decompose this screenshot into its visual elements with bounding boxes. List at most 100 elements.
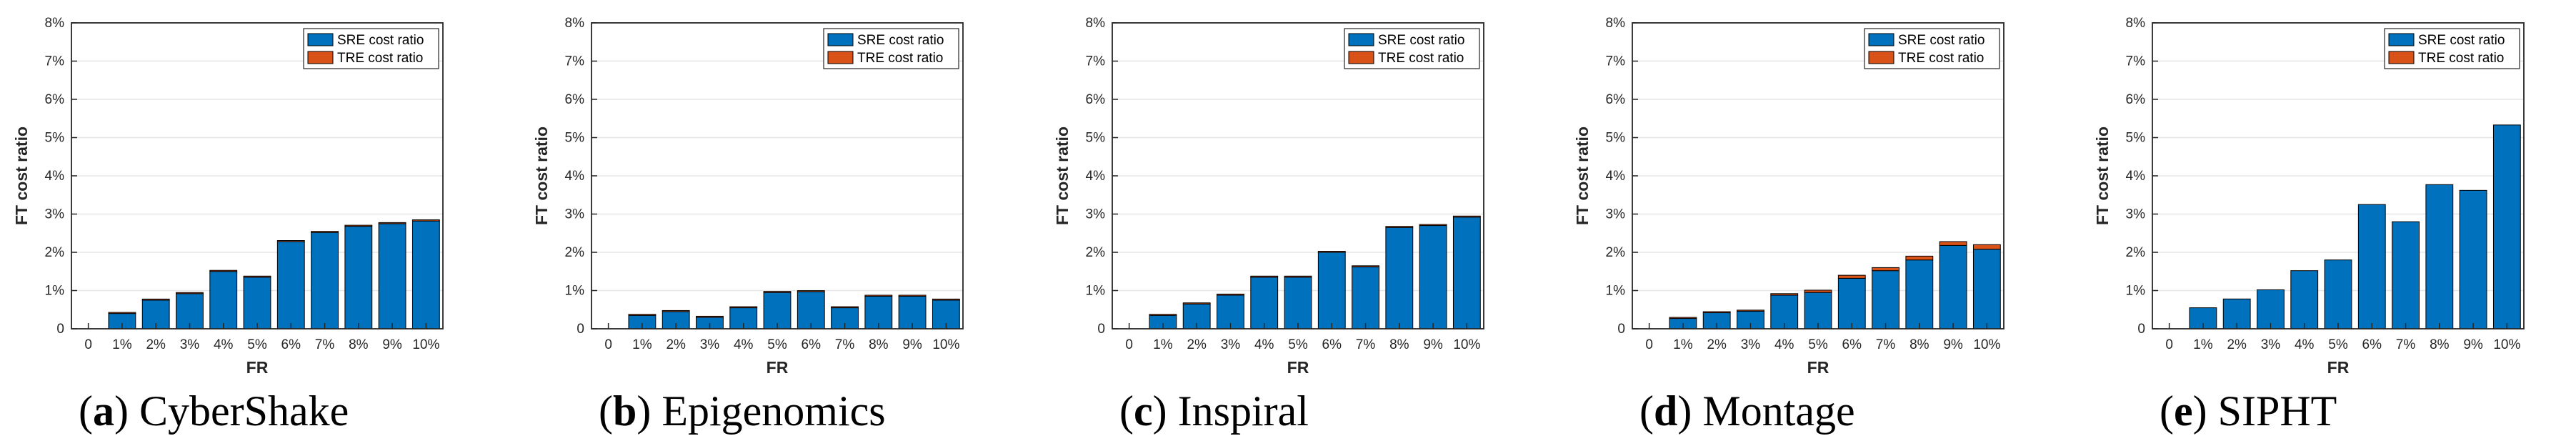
x-tick-label: 1%: [112, 337, 132, 352]
x-axis-label: FR: [2327, 358, 2350, 377]
sre-bar-8: [2425, 184, 2454, 329]
caption-close-paren: ): [1677, 387, 1702, 435]
x-tick-label: 0: [1125, 337, 1133, 352]
y-tick-label: 5%: [1606, 131, 1626, 146]
tre-bar-1: [1669, 317, 1697, 319]
chart-panel-a: 0 1% 2% 3% 4% 5% 6% 7% 8% 0 1% 2% 3% 4% 5% 6% 7% 8% 9% 10% F…: [12, 16, 444, 435]
legend-swatch-sre: [1868, 33, 1894, 46]
x-tick-label: 9%: [2463, 337, 2483, 352]
x-tick-label: 7%: [315, 337, 335, 352]
tre-bar-3: [696, 315, 724, 318]
y-tick-label: 3%: [565, 207, 585, 222]
sre-bar-1: [2189, 307, 2217, 329]
panel-caption: (e) SIPHT: [2160, 387, 2337, 435]
tre-bar-5: [763, 291, 792, 293]
legend-swatch-sre: [1348, 33, 1374, 46]
legend-label-tre: TRE cost ratio: [1378, 51, 1464, 66]
y-tick-label: 3%: [45, 207, 65, 222]
x-tick-label: 0: [604, 337, 612, 352]
x-tick-label: 6%: [2362, 337, 2382, 352]
y-tick-label: 8%: [45, 16, 65, 31]
x-axis-label: FR: [767, 358, 789, 377]
x-tick-label: 4%: [214, 337, 234, 352]
x-tick-label: 5%: [2328, 337, 2348, 352]
legend-swatch-tre: [827, 51, 854, 64]
x-tick-label: 1%: [2193, 337, 2213, 352]
x-tick-label: 3%: [1741, 337, 1761, 352]
x-tick-label: 4%: [1774, 337, 1794, 352]
legend: SRE cost ratio TRE cost ratio: [2384, 28, 2520, 69]
x-tick-label: 4%: [1254, 337, 1274, 352]
tre-bar-10: [932, 298, 960, 301]
caption-letter: e: [2174, 387, 2193, 435]
caption-name: Montage: [1702, 387, 1854, 435]
chart-panel-b: 0 1% 2% 3% 4% 5% 6% 7% 8% 0 1% 2% 3% 4% 5% 6% 7% 8% 9% 10% F…: [532, 16, 964, 435]
legend-label-sre: SRE cost ratio: [1378, 33, 1464, 48]
sre-bar-3: [2257, 289, 2285, 329]
sre-bar-6: [1317, 252, 1346, 329]
sre-bar-7: [2392, 221, 2420, 329]
y-tick-label: 1%: [2126, 284, 2146, 299]
legend-label-sre: SRE cost ratio: [1898, 33, 1985, 48]
y-tick-label: 8%: [1606, 16, 1626, 31]
tre-bar-1: [1149, 314, 1177, 316]
sre-bar-9: [378, 223, 406, 329]
tre-bar-2: [1182, 302, 1211, 304]
y-tick-label: 5%: [565, 131, 585, 146]
caption-open-paren: (: [1119, 387, 1134, 435]
tre-bar-5: [1804, 289, 1832, 293]
x-tick-label: 6%: [1842, 337, 1862, 352]
x-tick-label: 5%: [767, 337, 787, 352]
x-tick-label: 10%: [2493, 337, 2520, 352]
legend-swatch-tre: [2388, 51, 2415, 64]
x-tick-label: 3%: [2261, 337, 2281, 352]
x-tick-label: 10%: [1973, 337, 2000, 352]
legend: SRE cost ratio TRE cost ratio: [1864, 28, 2000, 69]
y-tick-label: 8%: [1086, 16, 1106, 31]
tre-bar-1: [108, 312, 136, 314]
y-tick-label: 3%: [1086, 207, 1106, 222]
x-tick-label: 2%: [146, 337, 166, 352]
x-tick-label: 6%: [281, 337, 301, 352]
caption-open-paren: (: [2160, 387, 2174, 435]
tre-bar-2: [662, 309, 690, 312]
y-tick-label: 7%: [1086, 54, 1106, 69]
tre-bar-4: [1770, 293, 1799, 296]
x-tick-label: 9%: [902, 337, 922, 352]
tre-bar-8: [1385, 226, 1414, 228]
tre-bar-6: [1837, 274, 1866, 279]
tre-bar-8: [864, 294, 893, 297]
y-tick-label: 3%: [1606, 207, 1626, 222]
sre-bar-8: [1905, 259, 1934, 329]
y-tick-label: 4%: [1606, 169, 1626, 184]
tre-bar-8: [1905, 255, 1934, 261]
y-tick-label: 7%: [45, 54, 65, 69]
x-tick-label: 4%: [2295, 337, 2315, 352]
tre-bar-10: [1972, 244, 2001, 250]
x-tick-label: 9%: [382, 337, 402, 352]
caption-close-paren: ): [2193, 387, 2218, 435]
y-axis-label: FT cost ratio: [1573, 127, 1592, 225]
y-tick-label: 4%: [45, 169, 65, 184]
sre-bar-7: [1872, 270, 1899, 329]
tre-bar-6: [276, 240, 305, 242]
x-tick-label: 0: [2165, 337, 2173, 352]
caption-name: Epigenomics: [662, 387, 885, 435]
x-tick-label: 3%: [700, 337, 720, 352]
caption-name: Inspiral: [1178, 387, 1309, 435]
tre-bar-5: [1284, 275, 1312, 278]
x-axis-label: FR: [1287, 358, 1309, 377]
sre-bar-9: [898, 296, 927, 329]
y-tick-label: 6%: [565, 92, 585, 107]
tre-bar-10: [1452, 215, 1481, 218]
x-tick-label: 5%: [1808, 337, 1828, 352]
x-tick-label: 10%: [412, 337, 439, 352]
legend-swatch-tre: [1348, 51, 1374, 64]
sre-bar-8: [344, 226, 373, 329]
y-tick-label: 2%: [1606, 245, 1626, 260]
x-tick-label: 2%: [666, 337, 686, 352]
x-tick-label: 1%: [1673, 337, 1693, 352]
x-axis-label: FR: [1807, 358, 1829, 377]
x-tick-label: 6%: [802, 337, 822, 352]
caption-name: SIPHT: [2218, 387, 2337, 435]
